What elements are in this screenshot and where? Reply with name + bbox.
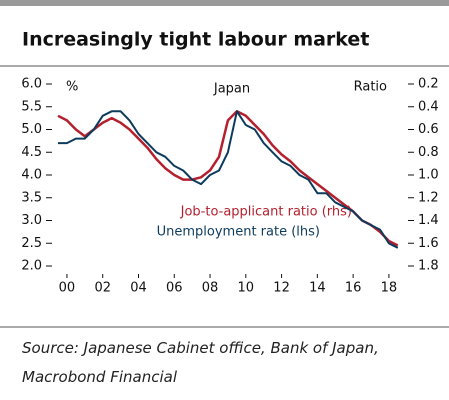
x-tick-label: 02 (94, 281, 111, 296)
x-tick-label: 04 (130, 281, 147, 296)
x-tick-label: 00 (59, 281, 76, 296)
x-tick-label: 06 (166, 281, 183, 296)
y2-tick-label: 0.4 (418, 99, 439, 114)
x-tick-label: 10 (238, 281, 255, 296)
y-tick-label: 5.0 (21, 122, 42, 137)
top-bar (0, 0, 449, 6)
y-tick-label: 6.0 (21, 77, 42, 92)
y-tick-label: 3.0 (21, 213, 42, 228)
series-line (58, 110, 399, 249)
chart: Increasingly tight labour market Japan %… (0, 0, 449, 328)
y-tick-label: 2.0 (21, 259, 42, 274)
x-tick-label: 18 (381, 281, 398, 296)
page-title: Increasingly tight labour market (22, 29, 369, 51)
y2-tick-label: 1.8 (418, 259, 439, 274)
x-tick-label: 14 (309, 281, 326, 296)
y2-tick-label: 0.8 (418, 145, 439, 160)
y-tick-label: 4.0 (21, 168, 42, 183)
y2-tick-label: 1.4 (418, 213, 439, 228)
y2-tick-label: 1.6 (418, 236, 439, 251)
y2-tick-label: 1.0 (418, 168, 439, 183)
y-axis-label: % (66, 80, 78, 95)
series-label: Job-to-applicant ratio (rhs) (180, 205, 352, 220)
series-line (57, 110, 399, 247)
y2-tick-label: 0.6 (418, 122, 439, 137)
x-tick-label: 12 (273, 281, 290, 296)
x-tick-label: 16 (345, 281, 362, 296)
y2-tick-label: 1.2 (418, 190, 439, 205)
y-tick-label: 4.5 (21, 145, 42, 160)
y-tick-label: 5.5 (21, 99, 42, 114)
chart-title: Japan (213, 82, 250, 97)
y2-tick-label: 0.2 (418, 77, 439, 92)
source-note: Source: Japanese Cabinet office, Bank of… (22, 339, 379, 386)
y-tick-label: 3.5 (21, 190, 42, 205)
x-tick-label: 08 (202, 281, 219, 296)
y2-axis-label: Ratio (354, 80, 387, 95)
series-label: Unemployment rate (lhs) (157, 225, 320, 240)
y-tick-label: 2.5 (21, 236, 42, 251)
